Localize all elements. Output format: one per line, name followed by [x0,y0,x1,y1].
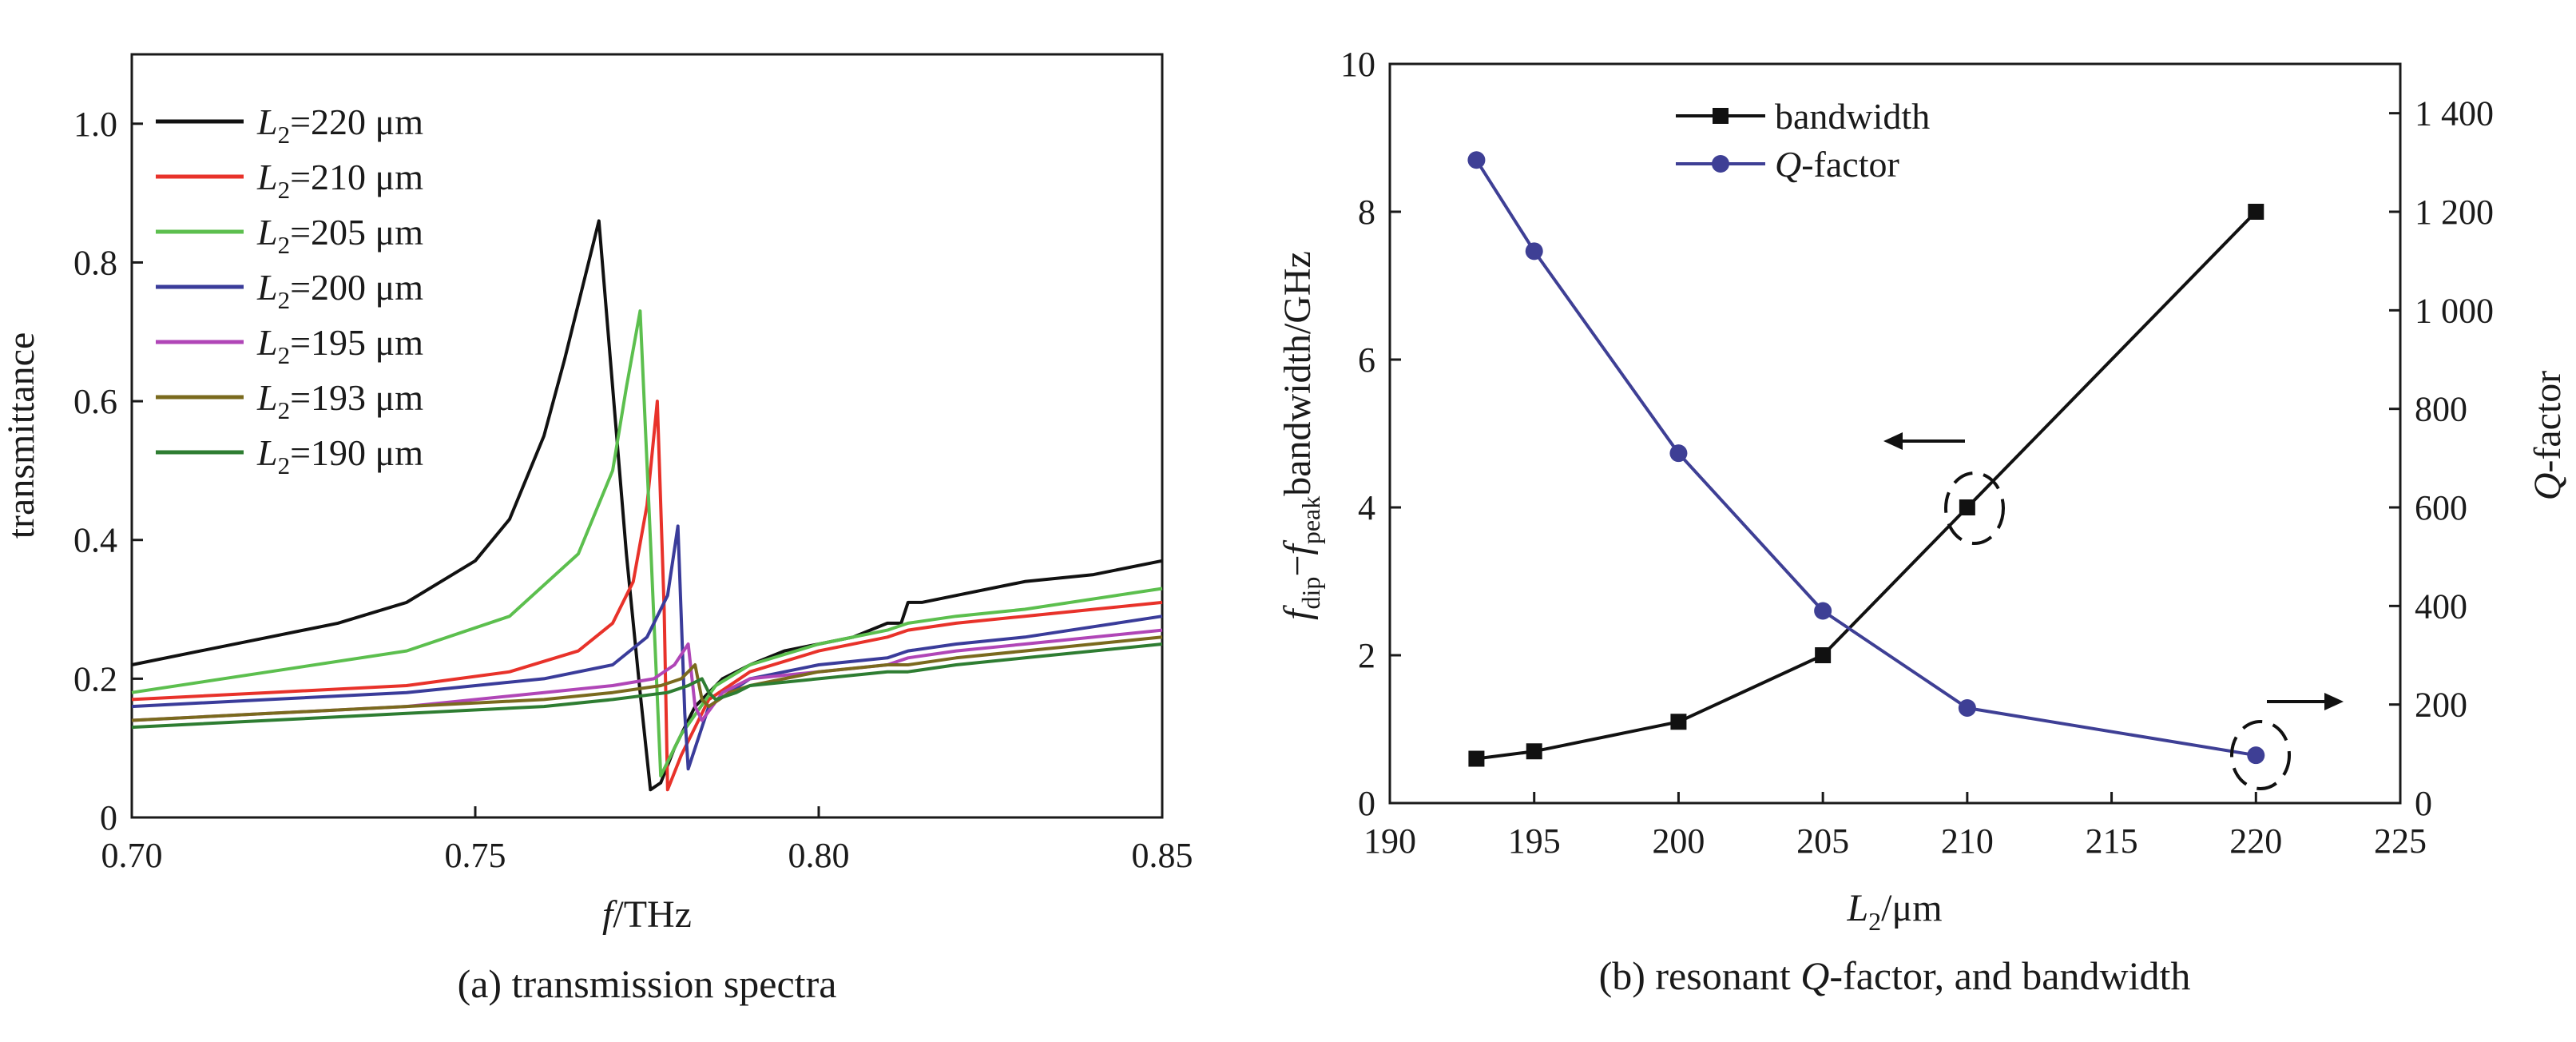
x-tick-label: 0.75 [445,836,506,875]
q-factor-point [1467,151,1486,169]
legend-label-6: L2=190 μm [256,432,423,479]
legend-label-2: L2=205 μm [256,212,423,259]
left-y-tick-label: 2 [1358,636,1375,675]
left-y-tick-label: 0 [1358,784,1375,823]
legend-label-4: L2=195 μm [256,322,423,369]
x-tick-label: 190 [1363,821,1416,861]
legend-label-1: Q-factor [1775,144,1899,185]
panel-b-right-y-label: Q-factor [2526,371,2569,501]
panel-b-legend: bandwidth Q-factor [1676,96,1930,185]
bandwidth-point [2248,204,2264,220]
x-tick-label: 0.70 [101,836,163,875]
y-tick-label: 1.0 [73,105,117,144]
q-factor-point [2247,746,2265,765]
svg-text:Q-factor: Q-factor [2526,371,2569,501]
right-y-tick-label: 400 [2415,587,2467,626]
x-tick-label: 220 [2229,821,2282,861]
bandwidth-point [1468,750,1485,767]
panel-b-right-y-ticks: 0 200 400 600 800 1 000 1 200 1 400 [2389,94,2494,823]
x-tick-label: 210 [1941,821,1994,861]
right-y-tick-label: 600 [2415,488,2467,527]
right-y-tick-label: 1 200 [2415,193,2494,232]
panel-b-x-label: L2/μm [1846,887,1942,936]
dashed-circle-q-220 [2230,720,2291,790]
right-y-tick-label: 800 [2415,390,2467,429]
bandwidth-point [1815,647,1832,663]
left-y-tick-label: 8 [1358,193,1375,232]
panel-b-caption: (b) resonant Q-factor, and bandwidth [1599,953,2191,998]
series-line-0 [131,219,1163,792]
x-tick-label: 225 [2374,821,2427,861]
bandwidth-point [1526,743,1542,760]
legend-label-1: L2=210 μm [256,157,423,204]
legend-label-5: L2=193 μm [256,377,423,424]
left-axis-arrow-annotation [1883,432,1965,450]
panel-b-series [1467,151,2265,767]
panel-b-q-factor-bandwidth: 190 195 200 205 210 215 220 225 0 2 4 6 8 10 0 200 400… [1276,45,2569,998]
legend-label-0: bandwidth [1775,96,1930,137]
x-tick-label: 205 [1796,821,1849,861]
left-y-tick-label: 4 [1358,488,1375,527]
x-tick-label: 215 [2086,821,2138,861]
left-y-tick-label: 6 [1358,340,1375,380]
panel-b-x-ticks: 190 195 200 205 210 215 220 225 [1363,792,2427,861]
series-line-5 [131,635,1163,722]
panel-b-frame [1388,62,2402,805]
series-line-4 [131,628,1163,722]
y-tick-label: 0.6 [73,382,117,421]
legend-marker-0 [1713,108,1729,124]
legend-label-0: L2=220 μm [256,101,423,149]
q-factor-point [1525,242,1543,260]
bandwidth-line [1476,210,2257,761]
panel-a-y-ticks: 0 0.2 0.4 0.6 0.8 1.0 [73,105,143,837]
panel-a-series [131,219,1163,792]
left-y-tick-label: 10 [1340,45,1375,84]
dashed-circle-bandwidth-210 [1944,471,2005,545]
q-factor-line [1475,159,2256,758]
panel-a-x-label: f/THz [602,893,692,936]
legend-marker-1 [1712,155,1729,173]
svg-text:fdip−fpeakbandwidth/GHz: fdip−fpeakbandwidth/GHz [1276,251,1325,620]
x-tick-label: 0.80 [788,836,850,875]
q-factor-point [1669,444,1688,463]
y-tick-label: 0.8 [73,243,117,282]
q-factor-point [1958,698,1976,717]
y-tick-label: 0.4 [73,521,117,560]
panel-a-y-label: transmittance [0,332,42,539]
x-tick-label: 200 [1652,821,1705,861]
series-line-2 [131,309,1163,778]
series-line-6 [131,642,1163,730]
panel-b-left-y-ticks: 0 2 4 6 8 10 [1340,45,1401,823]
right-axis-arrow-annotation [2267,693,2344,710]
panel-a-x-ticks: 0.70 0.75 0.80 0.85 [101,806,1193,875]
panel-a-transmission-spectra: 0.70 0.75 0.80 0.85 0 0.2 0.4 0.6 0.8 1.0 L2=220… [0,53,1193,1006]
right-y-tick-label: 0 [2415,784,2432,823]
x-tick-label: 195 [1508,821,1561,861]
legend-label-3: L2=200 μm [256,267,423,314]
right-y-tick-label: 200 [2415,686,2467,725]
bandwidth-point [1959,499,1975,515]
series-line-3 [131,524,1163,771]
y-tick-label: 0 [100,798,117,837]
bandwidth-point [1670,714,1687,730]
right-y-tick-label: 1 000 [2415,291,2494,330]
panel-a-legend: L2=220 μm L2=210 μm L2=205 μm L2=200 μm L2=1… [156,101,423,479]
panel-a-frame [130,53,1164,819]
x-tick-label: 0.85 [1132,836,1193,875]
q-factor-point [1814,602,1832,620]
panel-b-left-y-label: fdip−fpeakbandwidth/GHz [1276,251,1325,620]
series-line-1 [131,400,1163,792]
panel-a-caption: (a) transmission spectra [458,961,837,1006]
y-tick-label: 0.2 [73,659,117,698]
right-y-tick-label: 1 400 [2415,94,2494,133]
